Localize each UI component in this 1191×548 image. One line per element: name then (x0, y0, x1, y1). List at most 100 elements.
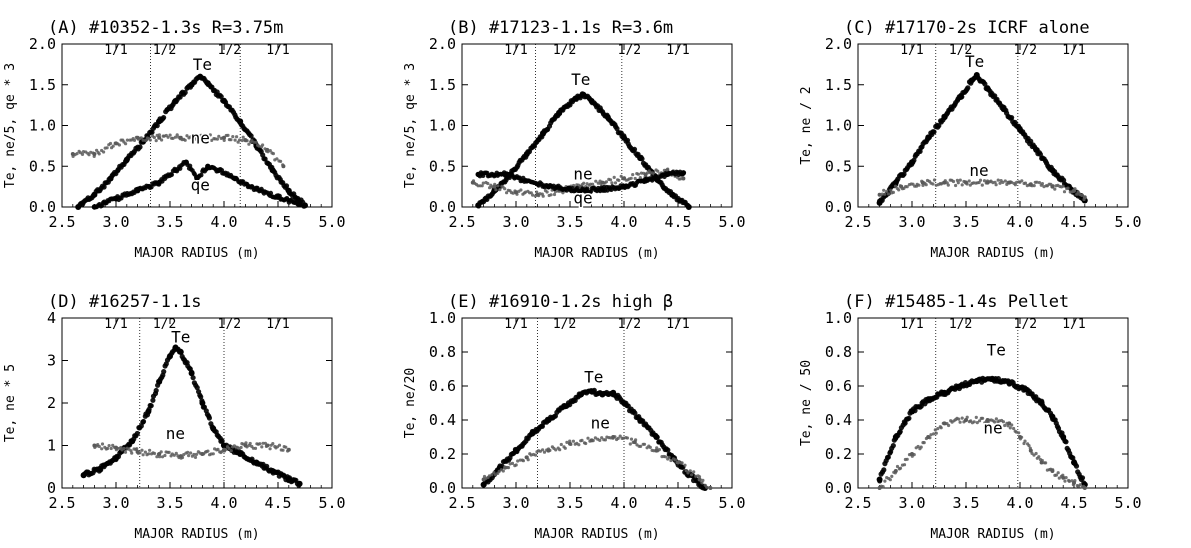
data-point (554, 448, 558, 452)
data-point (1034, 451, 1038, 456)
x-tick-label: 4.0 (210, 494, 237, 512)
data-point (594, 179, 598, 183)
data-point (529, 430, 536, 437)
data-point (261, 441, 265, 445)
data-point (210, 138, 214, 142)
data-point (604, 114, 611, 121)
panel-title: (D) #16257-1.1s (48, 292, 202, 312)
data-point (154, 123, 160, 129)
data-point (1063, 439, 1069, 445)
data-point (622, 176, 626, 181)
data-point (157, 452, 162, 456)
data-point (1071, 459, 1077, 466)
data-point (1013, 183, 1018, 187)
data-point (160, 138, 164, 142)
data-point (130, 451, 134, 455)
data-point (621, 436, 626, 440)
data-point (690, 473, 694, 477)
data-point (208, 133, 212, 137)
data-point (571, 439, 576, 443)
data-point (541, 448, 545, 452)
panel-d: (D) #16257-1.1s1/1 1/2 1/2 1/12.5 3.0 3.5 4.0 4… (3, 292, 346, 542)
data-point (1082, 195, 1087, 200)
data-point (481, 477, 486, 482)
rational-surface-label: 1/2 (1014, 317, 1037, 332)
data-point (197, 73, 204, 80)
data-point (885, 189, 889, 193)
data-point (248, 133, 254, 139)
data-point (167, 450, 171, 454)
data-point (614, 126, 620, 132)
curve-label: Te (584, 368, 603, 387)
data-point (549, 193, 553, 197)
data-point (676, 460, 680, 465)
data-point (480, 184, 484, 188)
data-point (149, 129, 155, 135)
data-point (599, 391, 606, 398)
data-point (1022, 386, 1029, 393)
data-point (114, 445, 118, 450)
data-point (516, 459, 520, 463)
data-point (239, 445, 243, 450)
data-point (985, 180, 990, 185)
data-point (984, 85, 991, 92)
data-point (102, 150, 106, 154)
data-point (1050, 184, 1055, 189)
data-point (925, 134, 932, 141)
data-point (174, 451, 178, 455)
data-point (285, 187, 292, 194)
data-point (243, 443, 248, 448)
data-point (261, 143, 265, 147)
data-point (883, 192, 887, 196)
curve-label: ne (983, 419, 1002, 438)
data-point (1062, 190, 1067, 194)
data-point (113, 455, 119, 462)
data-point (206, 138, 210, 142)
y-tick-label: 4 (47, 309, 56, 327)
data-point (673, 458, 678, 462)
data-point (268, 190, 274, 196)
x-axis-label: MAJOR RADIUS (m) (534, 527, 659, 542)
data-point (931, 182, 935, 186)
data-point (890, 474, 894, 478)
data-point (268, 149, 272, 153)
y-tick-label: 1.0 (825, 309, 852, 327)
data-point (206, 449, 210, 453)
data-point (519, 188, 523, 192)
data-point (480, 481, 487, 488)
data-point (542, 450, 547, 454)
y-tick-label: 1.5 (29, 76, 56, 94)
data-point (958, 178, 962, 182)
data-point (921, 183, 925, 187)
data-point (1012, 426, 1016, 431)
data-point (226, 133, 230, 137)
data-point (613, 181, 618, 185)
data-point (883, 479, 887, 483)
x-tick-label: 2.5 (48, 494, 75, 512)
series-ne (92, 441, 291, 460)
data-point (965, 415, 969, 419)
data-point (229, 138, 233, 142)
data-point (632, 410, 638, 416)
data-point (637, 417, 644, 423)
data-point (993, 420, 997, 424)
data-point (996, 178, 1000, 182)
data-point (194, 175, 200, 182)
data-point (177, 349, 184, 355)
data-point (194, 452, 199, 456)
data-point (909, 408, 915, 415)
y-tick-label: 1.0 (429, 117, 456, 135)
x-tick-label: 4.5 (264, 494, 291, 512)
data-point (182, 453, 186, 457)
data-point (486, 181, 490, 186)
data-point (586, 436, 590, 440)
data-point (993, 180, 997, 184)
data-point (1056, 471, 1060, 475)
panel-title: (E) #16910-1.2s high β (448, 292, 673, 312)
data-point (611, 435, 616, 439)
data-point (178, 454, 183, 459)
panel-a: (A) #10352-1.3s R=3.75m 1/1 1/2 1/2 1/1 2.5 3.… (3, 18, 346, 261)
data-point (582, 181, 586, 185)
data-point (157, 135, 162, 140)
data-point (563, 446, 567, 450)
